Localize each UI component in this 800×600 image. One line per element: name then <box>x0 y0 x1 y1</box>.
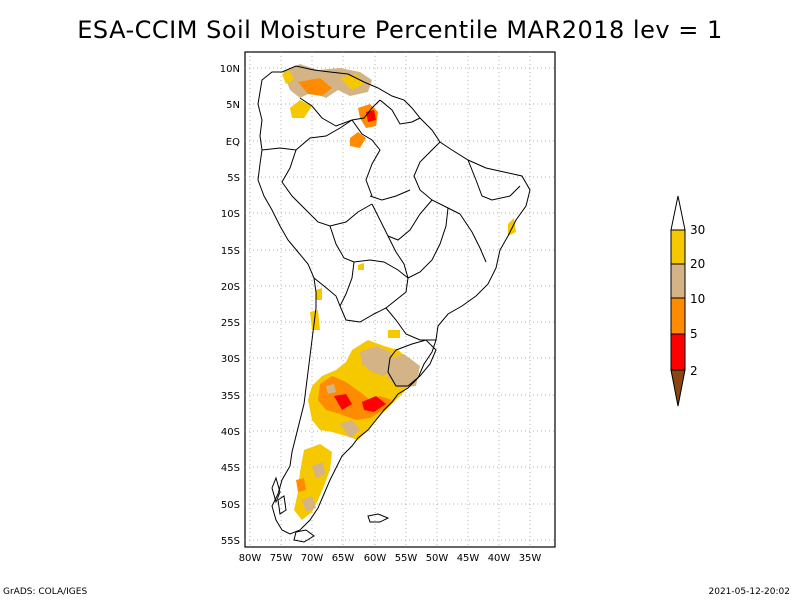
lat-label: 35S <box>221 391 240 402</box>
lon-label: 50W <box>426 553 449 564</box>
lon-label: 75W <box>270 553 293 564</box>
lon-label: 40W <box>488 553 511 564</box>
lat-label: 40S <box>221 427 240 438</box>
lat-label: EQ <box>226 137 240 148</box>
footer-credit: GrADS: COLA/IGES <box>3 587 88 597</box>
lon-labels: 80W 75W 70W 65W 60W 55W 50W 45W 40W 35W <box>239 553 542 564</box>
colorbar-segment <box>670 297 686 335</box>
colorbar-label: 30 <box>690 223 705 237</box>
colorbar-label: 2 <box>690 364 698 378</box>
lat-label: 55S <box>221 536 240 547</box>
lon-label: 35W <box>519 553 542 564</box>
lat-label: 10N <box>220 64 240 75</box>
map-frame <box>244 51 556 548</box>
colorbar-top-arrow <box>670 195 686 231</box>
lat-label: 25S <box>221 318 240 329</box>
colorbar-segment <box>670 333 686 371</box>
lat-label: 10S <box>221 209 240 220</box>
lat-label: 15S <box>221 246 240 257</box>
footer-timestamp: 2021-05-12-20:02 <box>708 587 791 597</box>
colorbar-label: 10 <box>690 292 705 306</box>
lat-label: 50S <box>221 500 240 511</box>
colorbar-label: 5 <box>690 327 698 341</box>
lon-label: 60W <box>364 553 387 564</box>
lon-label: 45W <box>457 553 480 564</box>
map-title: ESA-CCIM Soil Moisture Percentile MAR201… <box>77 16 723 44</box>
lat-label: 5S <box>227 173 240 184</box>
colorbar-segment <box>670 263 686 299</box>
lat-label: 45S <box>221 463 240 474</box>
lat-label: 30S <box>221 354 240 365</box>
lat-label: 20S <box>221 282 240 293</box>
colorbar-legend: 30 20 10 5 2 <box>670 195 705 407</box>
coastlines <box>257 65 531 543</box>
colorbar-bottom-arrow <box>670 369 686 407</box>
colorbar-label: 20 <box>690 257 705 271</box>
lon-label: 65W <box>332 553 355 564</box>
lon-label: 80W <box>239 553 262 564</box>
lon-label: 55W <box>395 553 418 564</box>
lat-label: 5N <box>226 100 240 111</box>
lon-label: 70W <box>301 553 324 564</box>
lat-labels: 10N 5N EQ 5S 10S 15S 20S 25S 30S 35S 40S… <box>220 64 240 547</box>
colorbar-segment <box>670 229 686 265</box>
